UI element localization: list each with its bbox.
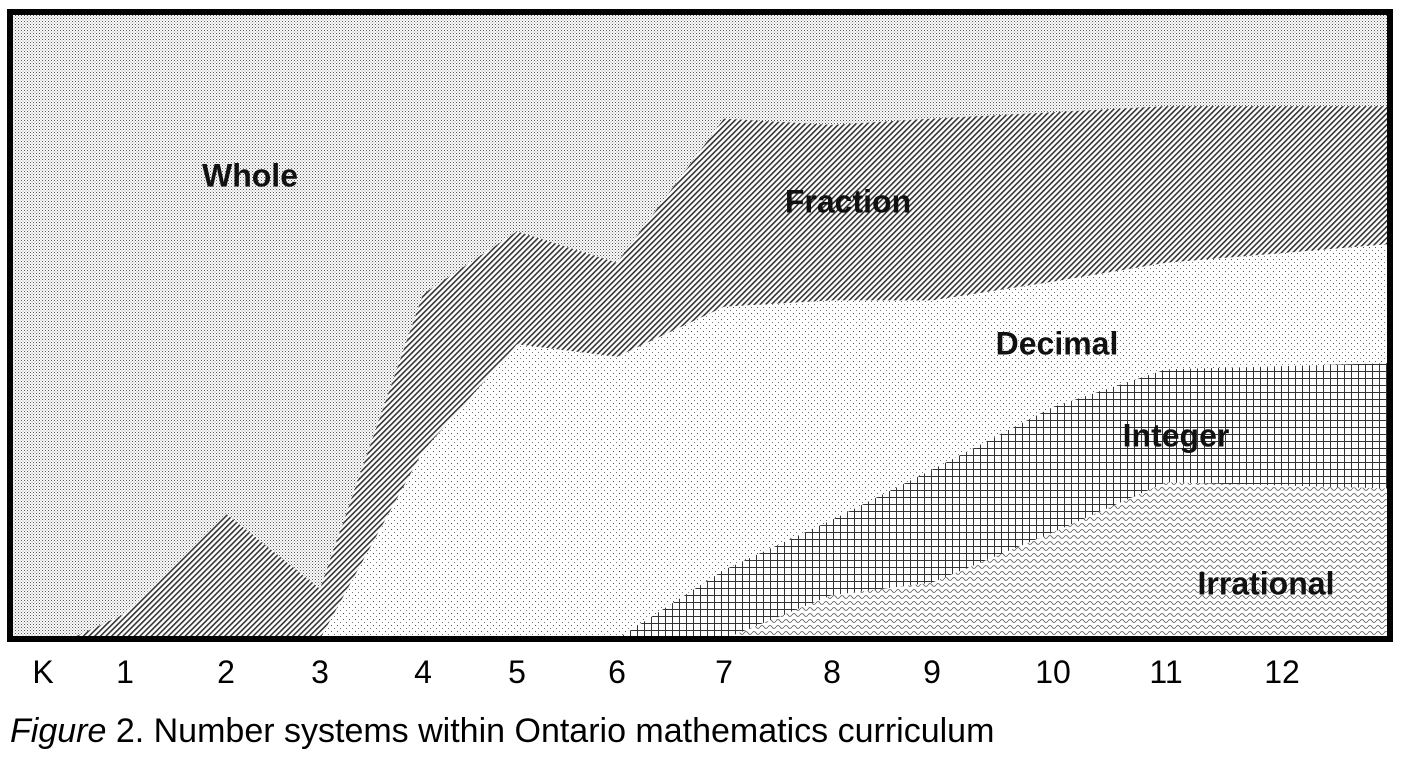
x-axis-ticks: K 1 2 3 4 5 6 7 8 9 10 11 12 xyxy=(32,654,1299,690)
figure-caption: Figure 2. Number systems within Ontario … xyxy=(10,712,994,751)
x-tick-label: 12 xyxy=(1264,654,1300,690)
x-tick-label: 5 xyxy=(508,654,526,690)
region-label-integer: Integer xyxy=(1123,417,1230,453)
region-labels: Whole Fraction Decimal Integer Irrational xyxy=(202,157,1334,601)
region-label-whole: Whole xyxy=(202,157,298,193)
x-tick-label: 10 xyxy=(1035,654,1071,690)
caption-text: 2. Number systems within Ontario mathema… xyxy=(106,712,995,750)
x-tick-label: 1 xyxy=(116,654,134,690)
x-tick-label: 6 xyxy=(608,654,626,690)
area-irrational xyxy=(10,482,1390,639)
x-tick-label: 3 xyxy=(311,654,329,690)
caption-figure-word: Figure xyxy=(10,712,107,750)
x-tick-label: 8 xyxy=(823,654,841,690)
x-tick-label: 11 xyxy=(1149,654,1182,690)
x-tick-label: 7 xyxy=(715,654,733,690)
plot-frame xyxy=(7,9,1393,642)
region-label-fraction: Fraction xyxy=(785,183,911,219)
x-tick-label: K xyxy=(32,654,53,690)
x-tick-label: 2 xyxy=(217,654,235,690)
x-tick-label: 9 xyxy=(923,654,941,690)
area-layers xyxy=(10,106,1390,640)
region-label-decimal: Decimal xyxy=(996,325,1119,361)
region-label-irrational: Irrational xyxy=(1198,565,1335,601)
x-tick-label: 4 xyxy=(414,654,432,690)
